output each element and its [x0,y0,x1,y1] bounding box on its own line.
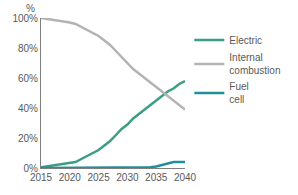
svg-text:Electric: Electric [229,35,262,46]
svg-text:%: % [26,3,35,14]
svg-text:100%: 100% [12,13,38,24]
svg-text:80%: 80% [18,43,38,54]
svg-text:0%: 0% [24,163,39,174]
svg-text:Internalcombustion: Internalcombustion [229,52,280,76]
svg-text:2030: 2030 [116,172,139,183]
svg-text:2040: 2040 [174,172,197,183]
svg-text:40%: 40% [18,103,38,114]
svg-text:20%: 20% [18,133,38,144]
svg-text:2035: 2035 [145,172,168,183]
svg-text:2025: 2025 [87,172,110,183]
svg-text:2015: 2015 [30,172,53,183]
svg-text:2020: 2020 [59,172,82,183]
svg-text:Fuelcell: Fuelcell [229,81,248,105]
svg-text:60%: 60% [18,73,38,84]
